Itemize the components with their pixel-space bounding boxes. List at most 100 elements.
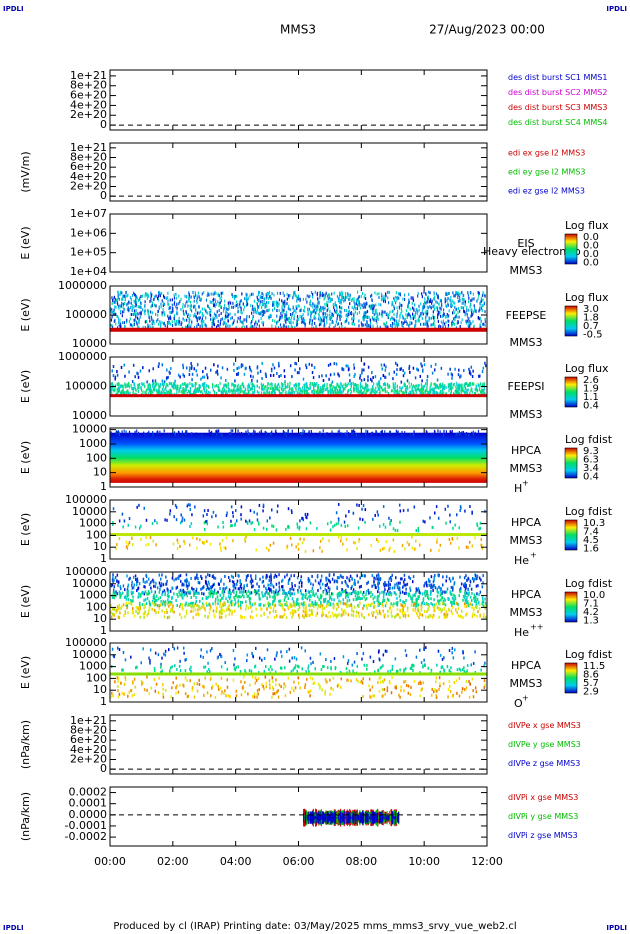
spectrum-texture [292,321,294,325]
spectrum-texture [298,525,301,529]
spectrum-texture [290,316,293,320]
spectrum-texture [150,389,153,393]
spectrum-texture [330,382,333,386]
spectrum-texture [309,318,311,322]
spectrum-texture [183,312,185,316]
spectrum-texture [134,385,136,389]
spectrum-texture [174,322,176,326]
spectrum-texture [114,388,116,392]
spectrum-texture [236,595,238,599]
spectrum-texture [224,314,227,318]
spectrum-texture [258,298,260,302]
spectrum-texture [393,296,395,300]
spectrum-texture [264,387,266,391]
spectrum-texture [471,431,473,435]
spectrum-texture [214,316,216,320]
spectrum-texture [240,387,242,391]
spectrum-texture [429,579,431,583]
spectrum-texture [318,375,320,379]
spectrum-texture [173,300,176,304]
spectrum-texture [114,377,116,381]
spectrum-texture [436,295,439,299]
spectrum-texture [361,384,363,388]
spectrum-texture [218,386,220,390]
spectrum-texture [118,385,120,389]
spectrum-texture [330,388,332,392]
spectrum-texture [194,505,196,509]
spectrum-texture [430,602,432,606]
spectrum-texture [258,503,261,507]
spectrum-texture [449,513,451,517]
spectrum-texture [121,512,124,516]
spectrum-texture [314,321,316,325]
spectrum-texture [176,311,178,315]
spectrum-texture [334,389,337,393]
spectrum-texture [212,574,215,578]
spectrum-texture [132,390,134,394]
spectrum-texture [174,379,176,383]
spectrum-texture [191,320,193,324]
spectrum-texture [270,508,273,512]
spectrum-texture [209,542,212,546]
spectrum-texture [306,294,308,298]
spectrum-texture [337,535,340,539]
spectrum-texture [262,384,264,388]
y-tick-label: 1e+21 [70,141,107,154]
spectrum-texture [383,310,385,314]
spectrum-texture [482,604,485,608]
spectrum-texture [229,300,231,304]
spectrum-texture [465,321,468,325]
spectrum-texture [262,579,265,583]
spectrum-texture [317,383,320,387]
spectrum-texture [394,591,396,595]
spectrum-texture [336,295,339,299]
spectrum-texture [256,512,258,516]
spectrum-texture [185,311,188,315]
spectrum-texture [439,391,441,395]
spectrum-texture [130,383,132,387]
spectrum-texture [458,368,460,372]
spectrum-texture [320,600,322,604]
spectrum-texture [249,509,252,513]
spectrum-texture [473,577,476,581]
panel-note: Heavy electron to [483,245,581,258]
spectrum-texture [357,593,359,597]
spectrum-texture [480,578,482,582]
spectrum-texture [466,598,468,602]
spectrum-texture [296,371,299,375]
spectrum-texture [252,584,254,588]
spectrum-texture [122,389,124,393]
spectrum-texture [478,309,480,313]
spectrum-texture [340,384,342,388]
spectrum-texture [363,313,365,317]
spectrum-texture [396,601,399,605]
spectrum-texture [323,383,326,387]
spectrum-texture [213,320,215,324]
spectrum-texture [290,387,292,391]
spectrum-texture [438,548,440,552]
spectrum-texture [402,584,405,588]
spectrum-texture [165,297,167,301]
spectrum-texture [258,603,260,607]
spectrum-texture [210,300,212,304]
spectrum-texture [385,294,387,298]
spectrum-texture [328,573,331,577]
spectrum-texture [322,429,324,433]
spectrum-texture [329,386,331,390]
spectrum-texture [351,306,353,310]
spectrum-texture [277,504,279,508]
spectrum-texture [478,317,480,321]
spectrum-texture [360,584,362,588]
spectrum-texture [258,319,260,323]
spectrum-texture [477,584,479,588]
spectrum-texture [208,587,211,591]
spectrum-texture [324,587,327,591]
spectrum-texture [394,583,396,587]
spectrum-texture [264,305,266,309]
spectrum-texture [265,293,267,297]
spectrum-texture [481,602,484,606]
spectrum-texture [421,317,423,321]
spectrum-texture [308,307,310,311]
spectrum-texture [454,316,456,320]
spectrum-texture [419,391,421,395]
